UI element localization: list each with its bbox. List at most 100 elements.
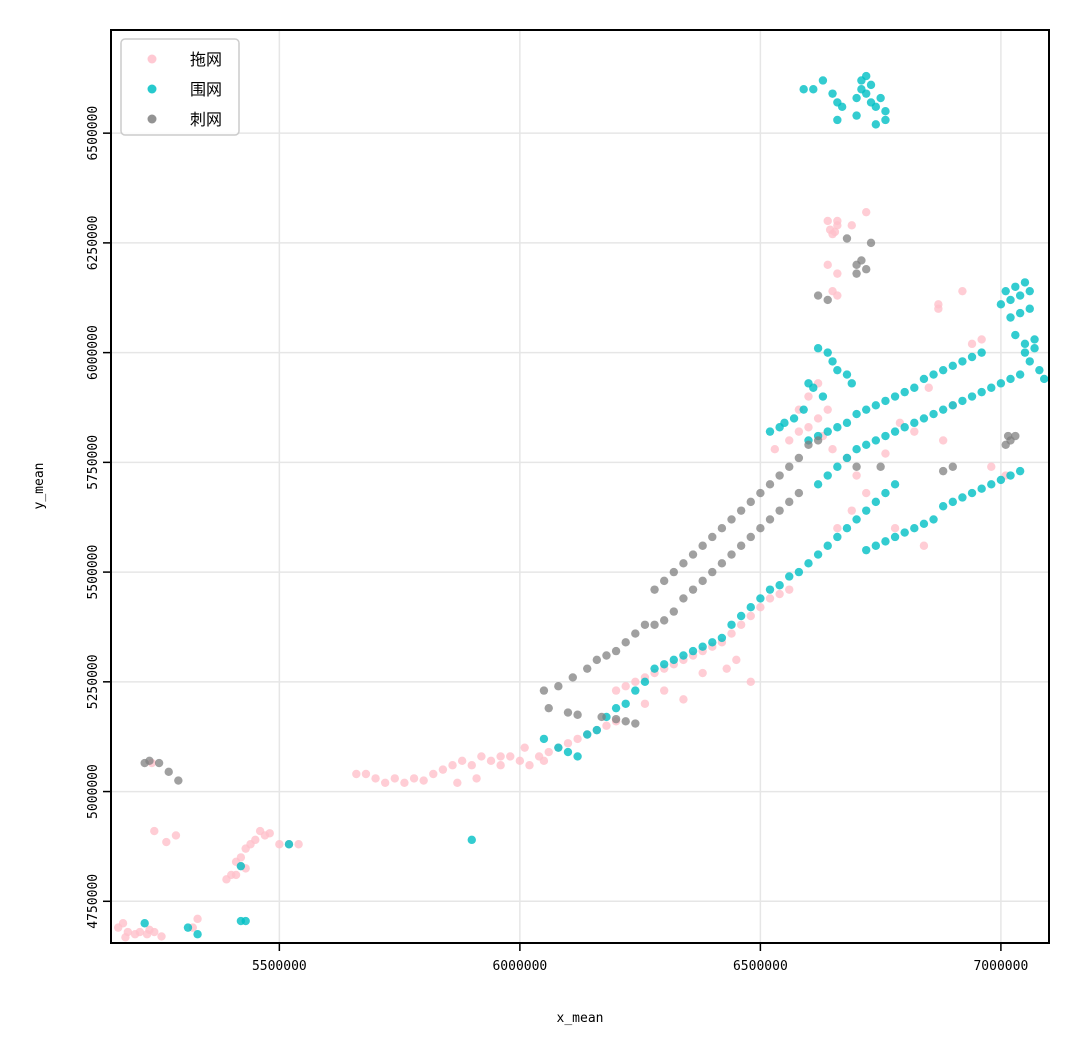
data-point	[1001, 286, 1010, 296]
data-point	[659, 576, 669, 586]
data-point	[823, 348, 832, 357]
data-point	[938, 365, 948, 375]
data-point	[987, 480, 996, 489]
data-point	[727, 515, 736, 524]
data-point	[154, 758, 164, 768]
data-point	[1039, 374, 1049, 384]
data-point	[876, 93, 885, 103]
data-point	[1020, 348, 1030, 357]
data-point	[881, 396, 890, 406]
data-point	[708, 532, 717, 542]
data-point	[794, 567, 804, 577]
data-point	[611, 703, 621, 713]
data-point	[910, 418, 919, 428]
y-tick-label: 5750000	[86, 435, 101, 490]
data-point	[890, 427, 900, 436]
data-point	[583, 664, 592, 673]
data-point	[1025, 304, 1034, 313]
data-point	[679, 559, 688, 568]
data-point	[756, 594, 765, 603]
data-point	[265, 829, 274, 838]
data-point	[1030, 335, 1039, 344]
data-point	[539, 686, 549, 695]
data-point	[765, 585, 775, 594]
data-point	[794, 427, 804, 436]
data-point	[539, 756, 549, 766]
data-point	[708, 638, 717, 647]
data-point	[938, 466, 948, 476]
data-point	[592, 655, 602, 665]
data-point	[520, 743, 529, 752]
data-point	[770, 444, 780, 454]
data-point	[818, 392, 828, 401]
data-point	[967, 488, 977, 498]
data-point	[506, 752, 515, 761]
data-point	[862, 265, 871, 274]
data-point	[193, 914, 202, 924]
data-point	[162, 837, 171, 847]
data-point	[881, 488, 890, 498]
data-point	[857, 76, 866, 85]
data-point	[597, 712, 606, 722]
data-point	[659, 616, 669, 625]
data-point	[157, 932, 166, 941]
data-point	[409, 774, 419, 783]
data-point	[650, 585, 659, 594]
data-point	[568, 673, 577, 682]
data-point	[573, 734, 582, 744]
data-point	[823, 260, 832, 270]
data-point	[775, 506, 784, 515]
legend-label: 围网	[190, 80, 222, 99]
data-point	[688, 550, 698, 559]
data-point	[669, 607, 678, 616]
data-point	[818, 76, 828, 85]
data-point	[967, 352, 977, 362]
series-1	[114, 207, 1010, 942]
data-point	[515, 756, 525, 766]
data-point	[1025, 286, 1034, 296]
data-point	[164, 767, 173, 777]
data-point	[862, 488, 871, 498]
data-point	[929, 409, 938, 419]
data-point	[938, 436, 948, 445]
data-point	[698, 576, 707, 586]
data-point	[746, 497, 755, 507]
data-point	[669, 567, 678, 577]
data-point	[910, 427, 919, 436]
data-point	[881, 537, 890, 546]
data-point	[727, 629, 736, 638]
data-point	[631, 677, 640, 687]
data-point	[775, 581, 784, 590]
data-point	[765, 427, 775, 436]
data-point	[118, 919, 128, 928]
plot-area	[111, 30, 1049, 943]
data-point	[231, 870, 241, 880]
data-point	[453, 778, 462, 787]
data-point	[736, 541, 746, 550]
data-point	[900, 387, 909, 397]
data-point	[785, 585, 794, 594]
data-point	[900, 423, 909, 432]
data-point	[910, 523, 919, 533]
data-point	[1035, 365, 1044, 375]
data-point	[938, 502, 948, 511]
data-point	[813, 291, 823, 300]
data-point	[727, 620, 736, 629]
data-point	[659, 660, 669, 669]
y-tick-label: 6500000	[86, 106, 101, 161]
data-point	[251, 835, 260, 845]
data-point	[871, 436, 881, 445]
data-point	[294, 840, 303, 849]
data-point	[833, 216, 842, 226]
data-point	[708, 567, 717, 577]
data-point	[717, 523, 727, 533]
data-point	[890, 480, 900, 489]
data-point	[698, 541, 707, 550]
data-point	[804, 440, 813, 450]
data-point	[650, 620, 659, 629]
data-point	[857, 256, 866, 265]
data-point	[828, 89, 837, 98]
data-point	[621, 717, 630, 726]
data-point	[785, 572, 794, 581]
data-point	[813, 436, 823, 445]
